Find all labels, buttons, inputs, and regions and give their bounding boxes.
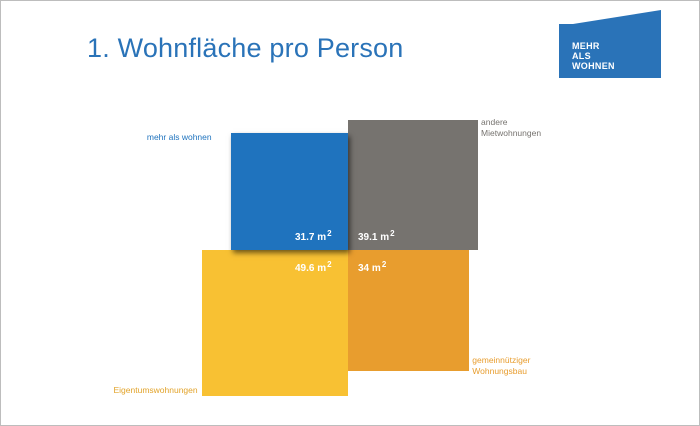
square-andere-mietwohnungen xyxy=(348,119,479,250)
square-mehr-als-wohnen xyxy=(230,132,348,250)
logo-line-1: MEHR xyxy=(572,41,600,51)
square-gemeinnuetziger-wohnungsbau xyxy=(348,250,470,372)
value-unit-sup: 2 xyxy=(327,260,332,269)
square-eigentumswohnungen xyxy=(201,250,348,397)
value-number: 31.7 xyxy=(295,232,315,243)
category-label-eigentumswohnungen: Eigentumswohnungen xyxy=(114,385,198,396)
value-unit: m xyxy=(371,263,381,274)
value-unit: m xyxy=(380,232,390,243)
category-label-line: Eigentumswohnungen xyxy=(113,385,198,396)
value-label-mehr-als-wohnen: 31.7 m2 xyxy=(295,229,332,243)
logo-line-2: ALS xyxy=(572,51,591,61)
value-unit-sup: 2 xyxy=(327,229,332,238)
logo-text: MEHR ALS WOHNEN xyxy=(572,41,615,71)
category-label-line: andere xyxy=(481,116,508,127)
category-label-andere-mietwohnungen: andere Mietwohnungen xyxy=(481,117,541,139)
value-unit-sup: 2 xyxy=(390,229,395,238)
value-unit: m xyxy=(317,263,327,274)
category-label-line: mehr als wohnen xyxy=(146,131,212,142)
category-label-gemeinnuetziger-wohnungsbau: gemeinnütziger Wohnungsbau xyxy=(472,355,530,377)
value-number: 34 xyxy=(358,263,370,274)
value-label-andere-mietwohnungen: 39.1 m2 xyxy=(358,229,395,243)
value-label-gemeinnuetziger-wohnungsbau: 34 m2 xyxy=(358,260,386,274)
logo-line-3: WOHNEN xyxy=(572,61,615,71)
page-title: 1. Wohnfläche pro Person xyxy=(87,33,404,63)
value-unit: m xyxy=(317,232,327,243)
value-number: 49.6 xyxy=(295,263,315,274)
category-label-line: gemeinnütziger xyxy=(472,355,531,366)
value-number: 39.1 xyxy=(358,232,378,243)
mehr-als-wohnen-logo: MEHR ALS WOHNEN xyxy=(559,10,661,80)
category-label-line: Wohnungsbau xyxy=(472,366,527,377)
category-label-mehr-als-wohnen: mehr als wohnen xyxy=(147,132,212,143)
logo-shape xyxy=(559,10,661,78)
value-unit-sup: 2 xyxy=(381,260,387,269)
value-label-eigentumswohnungen: 49.6 m2 xyxy=(295,260,332,274)
category-label-line: Mietwohnungen xyxy=(481,127,542,138)
